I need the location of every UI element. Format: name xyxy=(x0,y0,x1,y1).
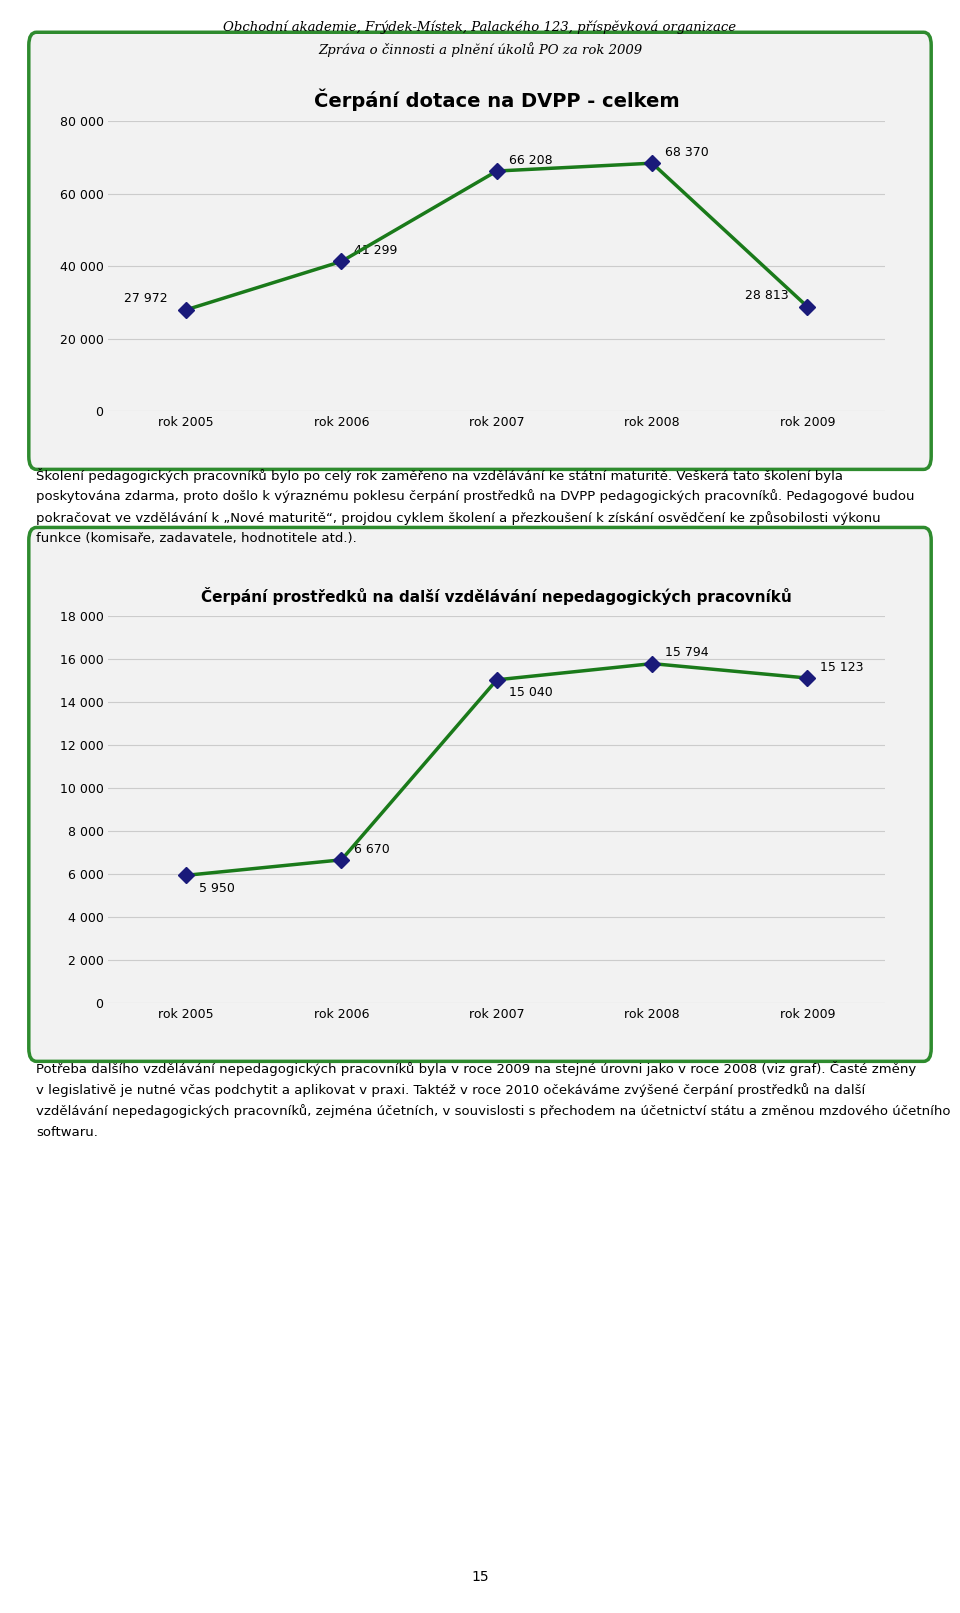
Text: pokračovat ve vzdělávání k „Nové maturitě“, projdou cyklem školení a přezkoušení: pokračovat ve vzdělávání k „Nové maturit… xyxy=(36,511,881,524)
Text: 41 299: 41 299 xyxy=(354,244,397,256)
Text: 15: 15 xyxy=(471,1569,489,1584)
Text: 15 040: 15 040 xyxy=(509,686,553,698)
Text: Zpráva o činnosti a plnění úkolů PO za rok 2009: Zpráva o činnosti a plnění úkolů PO za r… xyxy=(318,42,642,56)
Text: 15 123: 15 123 xyxy=(820,661,863,674)
Text: Obchodní akademie, Frýdek-Místek, Palackého 123, příspěvková organizace: Obchodní akademie, Frýdek-Místek, Palack… xyxy=(224,19,736,34)
Text: vzdělávání nepedagogických pracovníků, zejména účetních, v souvislosti s přechod: vzdělávání nepedagogických pracovníků, z… xyxy=(36,1105,951,1118)
Text: Školení pedagogických pracovníků bylo po celý rok zaměřeno na vzdělávání ke stát: Školení pedagogických pracovníků bylo po… xyxy=(36,468,844,482)
Text: 5 950: 5 950 xyxy=(199,882,234,895)
Text: funkce (komisaře, zadavatele, hodnotitele atd.).: funkce (komisaře, zadavatele, hodnotitel… xyxy=(36,532,357,545)
Text: 66 208: 66 208 xyxy=(509,153,553,166)
Text: 15 794: 15 794 xyxy=(664,647,708,660)
Title: Čerpání dotace na DVPP - celkem: Čerpání dotace na DVPP - celkem xyxy=(314,89,680,111)
Text: softwaru.: softwaru. xyxy=(36,1126,98,1139)
Text: 27 972: 27 972 xyxy=(124,292,167,305)
Text: 28 813: 28 813 xyxy=(745,289,789,302)
Title: Čerpání prostředků na další vzdělávání nepedagogických pracovníků: Čerpání prostředků na další vzdělávání n… xyxy=(202,587,792,605)
Text: v legislativě je nutné včas podchytit a aplikovat v praxi. Taktéž v roce 2010 oč: v legislativě je nutné včas podchytit a … xyxy=(36,1082,866,1097)
Text: 68 370: 68 370 xyxy=(664,145,708,158)
Text: Potřeba dalšího vzdělávání nepedagogických pracovníků byla v roce 2009 na stejné: Potřeba dalšího vzdělávání nepedagogický… xyxy=(36,1061,917,1076)
Text: poskytována zdarma, proto došlo k výraznému poklesu čerpání prostředků na DVPP p: poskytována zdarma, proto došlo k výrazn… xyxy=(36,489,915,503)
Text: 6 670: 6 670 xyxy=(354,842,390,855)
